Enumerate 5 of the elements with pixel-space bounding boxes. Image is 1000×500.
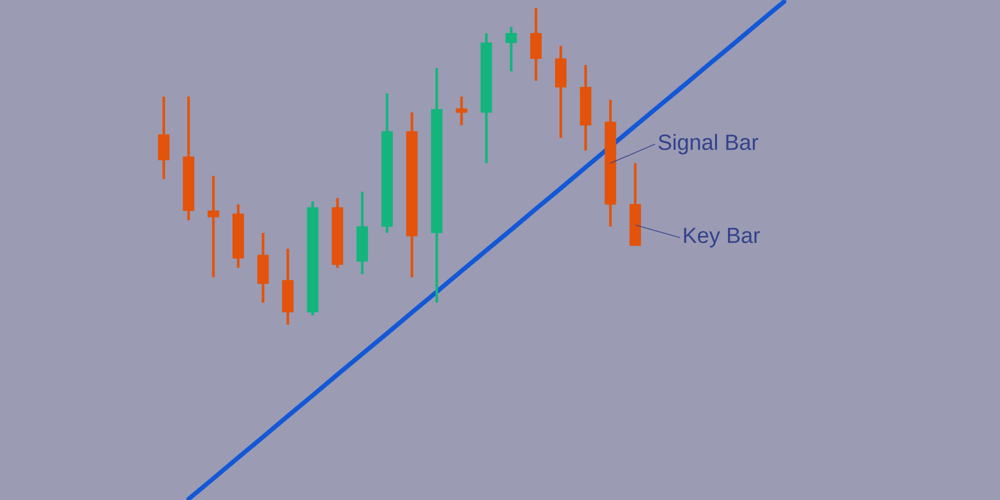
candlestick: [456, 95, 468, 126]
annotation: Key Bar: [684, 228, 760, 248]
annotation: Signal Bar: [658, 134, 758, 154]
candlestick: [505, 26, 517, 73]
candlestick: [208, 174, 220, 279]
